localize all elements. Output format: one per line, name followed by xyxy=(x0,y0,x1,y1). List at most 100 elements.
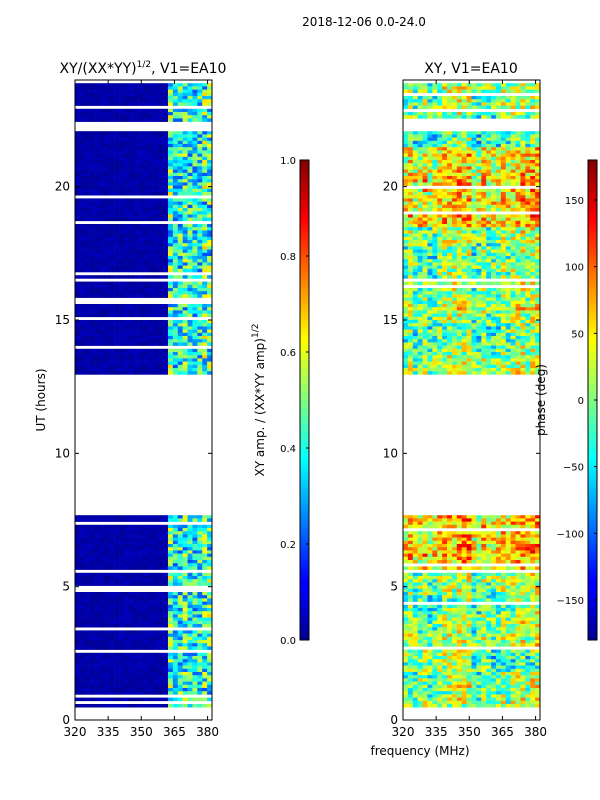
heatmap-cell xyxy=(143,361,149,366)
heatmap-cell xyxy=(177,131,183,135)
heatmap-cell xyxy=(187,224,193,228)
heatmap-cell xyxy=(128,537,135,542)
heatmap-cell xyxy=(94,566,100,570)
heatmap-cell xyxy=(114,368,120,372)
heatmap-cell xyxy=(75,214,81,218)
heatmap-cell xyxy=(128,240,135,244)
heatmap-cell xyxy=(158,288,164,292)
heatmap-cell xyxy=(114,358,120,362)
heatmap-cell xyxy=(432,96,438,100)
heatmap-cell xyxy=(515,115,521,119)
heatmap-cell xyxy=(114,601,120,606)
heatmap-cell xyxy=(119,313,125,318)
heatmap-cell xyxy=(172,572,179,577)
heatmap-cell xyxy=(104,268,110,273)
x-tick-label: 380 xyxy=(196,725,219,739)
heatmap-cell xyxy=(451,214,458,218)
heatmap-cell xyxy=(403,163,409,167)
heatmap-cell xyxy=(128,217,135,222)
heatmap-cell xyxy=(119,208,125,212)
heatmap-cell xyxy=(167,294,174,298)
heatmap-cell xyxy=(99,352,105,356)
heatmap-cell xyxy=(84,252,90,257)
heatmap-cell xyxy=(451,224,458,228)
heatmap-cell xyxy=(187,281,193,286)
heatmap-cell xyxy=(437,249,443,254)
heatmap-cell xyxy=(143,134,149,138)
heatmap-cell xyxy=(177,89,183,94)
heatmap-cell xyxy=(471,163,477,167)
heatmap-cell xyxy=(466,204,472,209)
heatmap-cell xyxy=(163,144,169,148)
heatmap-cell xyxy=(177,310,183,314)
heatmap-cell xyxy=(451,102,458,106)
heatmap-cell xyxy=(84,147,90,151)
heatmap-cell xyxy=(114,579,120,583)
heatmap-cell xyxy=(525,96,531,100)
heatmap-cell xyxy=(530,179,536,183)
heatmap-cell xyxy=(476,240,482,244)
heatmap-cell xyxy=(403,169,409,174)
heatmap-cell xyxy=(138,326,144,330)
heatmap-cell xyxy=(99,355,105,359)
heatmap-cell xyxy=(148,646,154,650)
heatmap-cell xyxy=(94,339,100,343)
heatmap-cell xyxy=(432,105,438,110)
heatmap-cell xyxy=(202,163,208,167)
amplitude-plot-frame xyxy=(74,79,213,721)
heatmap-cell xyxy=(192,144,198,148)
heatmap-cell xyxy=(535,134,541,138)
heatmap-cell xyxy=(143,224,149,228)
heatmap-cell xyxy=(158,560,164,564)
heatmap-cell xyxy=(451,115,458,119)
heatmap-cell xyxy=(138,265,144,270)
heatmap-cell xyxy=(486,156,492,161)
heatmap-cell xyxy=(133,313,139,318)
heatmap-cell xyxy=(197,208,203,212)
heatmap-cell xyxy=(128,547,135,551)
heatmap-cell xyxy=(123,668,130,673)
heatmap-cell xyxy=(471,240,477,244)
heatmap-cell xyxy=(167,659,174,663)
heatmap-cell xyxy=(148,339,154,343)
heatmap-cell xyxy=(192,620,198,625)
heatmap-cell xyxy=(143,208,149,212)
heatmap-cell xyxy=(75,288,81,292)
heatmap-cell xyxy=(207,246,213,250)
heatmap-cell xyxy=(133,320,139,324)
heatmap-cell xyxy=(471,204,477,209)
heatmap-cell xyxy=(177,601,183,606)
heatmap-cell xyxy=(79,294,86,298)
heatmap-cell xyxy=(530,83,536,87)
heatmap-cell xyxy=(451,243,458,247)
heatmap-cell xyxy=(84,601,90,606)
heatmap-cell xyxy=(84,633,90,638)
heatmap-cell xyxy=(99,531,105,535)
heatmap-cell xyxy=(187,348,193,353)
heatmap-cell xyxy=(89,256,95,260)
heatmap-cell xyxy=(515,172,521,177)
heatmap-cell xyxy=(89,288,95,292)
heatmap-cell xyxy=(167,249,174,254)
heatmap-cell xyxy=(79,156,86,161)
heatmap-cell xyxy=(535,102,541,106)
heatmap-cell xyxy=(94,131,100,135)
heatmap-cell xyxy=(163,185,169,190)
heatmap-cell xyxy=(197,566,203,570)
heatmap-cell xyxy=(172,198,179,202)
heatmap-cell xyxy=(471,86,477,90)
heatmap-cell xyxy=(128,515,135,519)
heatmap-cell xyxy=(163,83,169,87)
heatmap-cell xyxy=(158,371,164,375)
heatmap-cell xyxy=(109,592,115,596)
heatmap-cell xyxy=(89,275,95,279)
heatmap-cell xyxy=(197,112,203,116)
heatmap-cell xyxy=(158,204,164,209)
heatmap-cell xyxy=(207,358,213,362)
heatmap-cell xyxy=(192,704,198,708)
heatmap-cell xyxy=(172,147,179,151)
heatmap-cell xyxy=(75,563,81,567)
heatmap-cell xyxy=(442,243,448,247)
heatmap-cell xyxy=(143,672,149,676)
heatmap-cell xyxy=(207,268,213,273)
